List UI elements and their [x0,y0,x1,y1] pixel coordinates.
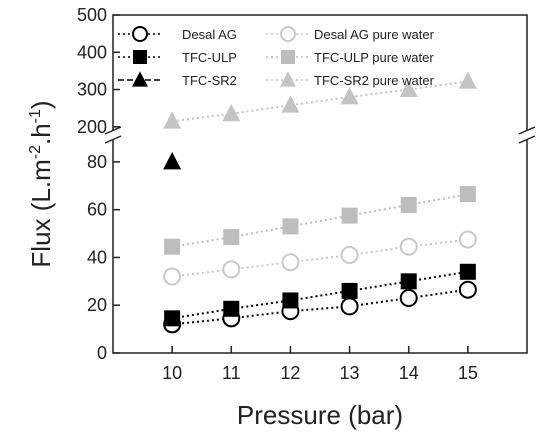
data-point-tfc-ulp [459,263,476,280]
data-point-tfc-ulp [400,273,417,290]
plot-frame [112,14,528,354]
data-point-desal-ag-pure-water [163,267,182,286]
y-tick-label: 0 [97,343,107,363]
y-axis-title-base: Flux (L.m [26,159,56,267]
y-axis-title: Flux (L.m-2.h-1) [26,100,56,267]
data-point-tfc-sr2-pure-water [163,111,182,129]
y-tick-label: 300 [77,80,107,100]
data-point-tfc-ulp-pure-water [341,207,358,224]
data-point-tfc-sr2-pure-water [458,71,477,89]
y-tick-label: 40 [87,247,107,267]
data-point-tfc-ulp [164,310,181,327]
y-axis-title-sup2: -1 [27,109,44,123]
y-tick-label: 500 [77,5,107,25]
data-point-tfc-ulp-pure-water [282,218,299,235]
axis-break-gap-right [523,130,531,140]
legend-label-tfc-sr2-pure-water: TFC-SR2 pure water [314,73,435,88]
series-line-desal-ag [172,288,468,326]
y-tick-label: 80 [87,152,107,172]
series-line-tfc-ulp-pure-water [171,193,469,248]
x-axis-title: Pressure (bar) [237,400,403,430]
data-point-tfc-sr2-pure-water [281,95,300,113]
axis-break-mark-right-2 [518,135,536,144]
y-axis-title-end: ) [26,100,56,109]
data-point-tfc-ulp-pure-water [459,186,476,203]
legend-label-tfc-ulp-pure-water: TFC-ULP pure water [314,50,434,65]
data-point-desal-ag-pure-water [222,260,241,279]
y-axis-title-sup1: -2 [27,145,44,159]
axis-break-marks [104,126,536,144]
data-point-tfc-sr2-pure-water [222,103,241,122]
data-point-tfc-sr2 [163,151,182,170]
y-tick-label: 400 [77,42,107,62]
series-lines [171,80,469,326]
data-point-tfc-ulp-pure-water [223,229,240,246]
data-point-tfc-ulp [282,292,299,309]
data-point-tfc-ulp-pure-water [400,196,417,213]
series-markers [163,71,477,334]
axis-break-mark-left-1 [104,126,122,135]
legend-marker-tfc-sr2 [132,71,148,87]
x-tick-label: 10 [162,363,182,383]
legend-marker-tfc-ulp-pure-water [281,50,295,64]
series-line-desal-ag-pure-water [172,238,468,278]
data-point-desal-ag-pure-water [340,246,359,265]
x-tick-label: 13 [340,363,360,383]
data-point-tfc-sr2-pure-water [340,87,359,105]
axis-ticks: 10 11 12 13 14 15 0 20 40 60 80 200 300 400 500 [77,5,478,383]
data-point-desal-ag-pure-water [458,230,477,249]
data-point-tfc-sr2-pure-water [399,79,418,97]
legend-label-tfc-sr2: TFC-SR2 [182,73,237,88]
legend-marker-tfc-ulp [133,50,147,64]
data-point-desal-ag-pure-water [281,253,300,272]
legend-marker-desal-ag-pure-water [280,26,296,42]
data-point-tfc-ulp-pure-water [164,238,181,255]
data-point-desal-ag [399,289,418,308]
axis-break-gap-left [109,130,117,140]
legend-label-desal-ag: Desal AG [182,27,237,42]
y-tick-label: 200 [77,117,107,137]
x-tick-label: 15 [458,363,478,383]
series-line-tfc-ulp [171,270,469,320]
legend-label-desal-ag-pure-water: Desal AG pure water [314,27,435,42]
x-tick-label: 14 [399,363,419,383]
axis-break-mark-left-2 [104,135,122,144]
x-tick-label: 12 [280,363,300,383]
legend-marker-tfc-sr2-pure-water [280,71,296,87]
y-tick-label: 20 [87,295,107,315]
data-point-tfc-ulp [223,300,240,317]
legend-marker-desal-ag [132,26,148,42]
y-tick-label: 60 [87,200,107,220]
y-axis-title-mid: .h [26,123,56,145]
data-point-desal-ag [340,297,359,316]
legend: Desal AG Desal AG pure water TFC-ULP TFC-UL… [118,26,435,88]
data-point-desal-ag-pure-water [399,237,418,256]
data-point-tfc-ulp [341,282,358,299]
data-point-desal-ag [458,280,477,299]
axis-break-mark-right-1 [518,126,536,135]
legend-label-tfc-ulp: TFC-ULP [182,50,237,65]
x-tick-label: 11 [222,363,241,383]
